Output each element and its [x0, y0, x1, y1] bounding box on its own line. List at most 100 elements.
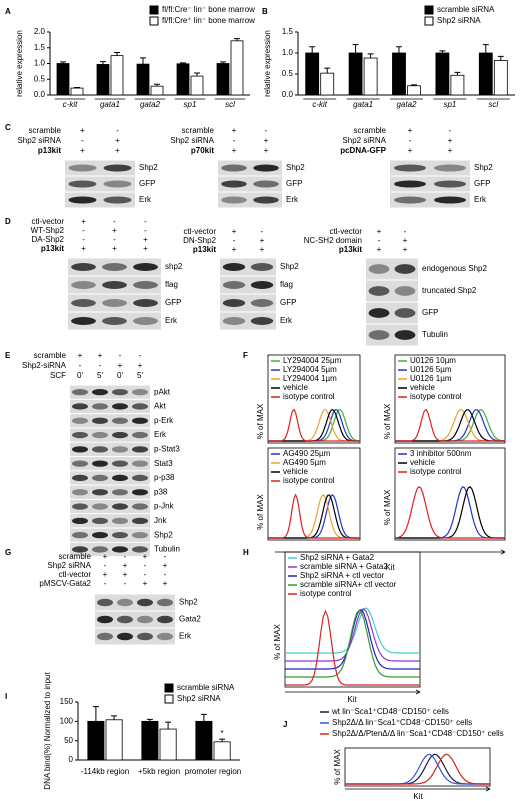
band-label: flag [165, 280, 178, 289]
blot-band [368, 308, 390, 318]
condition-sign: + [377, 245, 382, 254]
blot-band [72, 403, 88, 410]
band-label: Shp2 [139, 163, 158, 172]
legend-label: vehicle [410, 458, 435, 467]
blot-band [92, 403, 108, 410]
condition-sign: + [408, 146, 413, 155]
x-tick-label: gata1 [100, 100, 120, 109]
legend-swatch [149, 5, 159, 15]
condition-sign: + [232, 227, 237, 236]
blot-band [132, 431, 148, 439]
blot-strip [65, 176, 135, 192]
blot-band [92, 431, 108, 439]
condition-label: Shp2-siRNA [22, 361, 67, 370]
blot-band [434, 196, 466, 204]
condition-label: ctl-vector [330, 227, 363, 236]
blot-band [394, 164, 426, 172]
y-tick-label: 0 [69, 755, 74, 764]
plot-frame [344, 747, 491, 787]
blot-band [394, 196, 426, 204]
condition-sign: - [449, 126, 452, 135]
x-tick-label: gata2 [140, 100, 161, 109]
y-axis-label: relative expression [263, 30, 272, 97]
blot-band [72, 532, 88, 539]
blot-band [137, 598, 153, 607]
band-label: Erk [154, 430, 167, 439]
condition-label: scramble [29, 126, 62, 135]
panel-label: B [262, 7, 268, 16]
legend-label: wt lin⁻Sca1⁺CD48⁻CD150⁺ cells [331, 707, 449, 716]
condition-sign: 0' [117, 371, 123, 380]
blot-band [222, 281, 246, 289]
blot-strip [366, 324, 418, 346]
condition-sign: + [103, 570, 108, 579]
blot-band [157, 615, 173, 624]
condition-sign: - [124, 552, 127, 561]
x-tick-label: -114kb region [81, 767, 129, 776]
blot-strip [366, 258, 418, 280]
bar [230, 40, 244, 96]
legend-swatch [424, 5, 434, 15]
blot-band [102, 317, 127, 325]
blot-band [394, 264, 416, 274]
blot-band [132, 417, 148, 424]
blot-strip [70, 414, 150, 428]
legend-label: Shp2Δ/Δ lin⁻Sca1⁺CD48⁻CD150⁺ cells [332, 718, 472, 727]
blot-strip [220, 276, 276, 294]
condition-label: DN-Shp2 [183, 236, 216, 245]
histogram-curve [268, 493, 360, 539]
annotation: * [221, 729, 224, 738]
condition-label: ctl-vector [184, 227, 217, 236]
error-bar [439, 50, 446, 53]
band-label: p38 [154, 487, 168, 496]
condition-label: Shp2 siRNA [342, 136, 386, 145]
condition-sign: - [144, 570, 147, 579]
blot-strip [366, 280, 418, 302]
bar [320, 72, 335, 96]
band-label: pAkt [154, 387, 171, 396]
y-tick-label: 0.0 [34, 90, 46, 99]
bar [190, 75, 204, 96]
band-label: p-Erk [154, 416, 174, 425]
condition-sign: + [232, 126, 237, 135]
condition-sign: - [144, 561, 147, 570]
blot-band [112, 517, 128, 524]
blot-band [103, 196, 132, 204]
band-label: GFP [422, 308, 438, 317]
condition-label: SCF [50, 371, 66, 380]
y-tick-label: 100 [60, 716, 74, 725]
blot-band [221, 196, 247, 204]
legend-label: LY294004 25µm [283, 356, 342, 365]
band-label: Jnk [154, 516, 167, 525]
condition-sign: + [112, 244, 117, 253]
y-axis-label: DNA bind(%) Normalized to input [43, 672, 52, 790]
panel-label: D [5, 217, 11, 226]
blot-band [72, 474, 88, 482]
band-label: Akt [154, 402, 166, 411]
blot-band [103, 164, 132, 172]
blot-band [221, 164, 247, 172]
histogram-curve [268, 494, 360, 539]
condition-label: scramble [59, 552, 92, 561]
band-label: GFP [139, 179, 155, 188]
blot-band [102, 281, 127, 289]
error-bar [395, 46, 402, 53]
bar [176, 63, 190, 96]
condition-label: Shp2 siRNA [17, 136, 61, 145]
condition-label: p70kit [191, 146, 214, 155]
blot-band [92, 532, 108, 539]
condition-sign: + [112, 226, 117, 235]
blot-strip [218, 176, 282, 192]
histogram-curve [395, 486, 505, 539]
condition-sign: + [118, 361, 123, 370]
blot-strip [70, 528, 150, 542]
y-axis-label: % of MAX [383, 489, 392, 525]
band-label: Shp2 [179, 598, 198, 607]
blot-band [68, 164, 97, 172]
blot-band [434, 180, 466, 188]
condition-sign: + [143, 579, 148, 588]
condition-sign: + [232, 146, 237, 155]
band-label: GFP [286, 179, 302, 188]
blot-band [368, 264, 390, 274]
